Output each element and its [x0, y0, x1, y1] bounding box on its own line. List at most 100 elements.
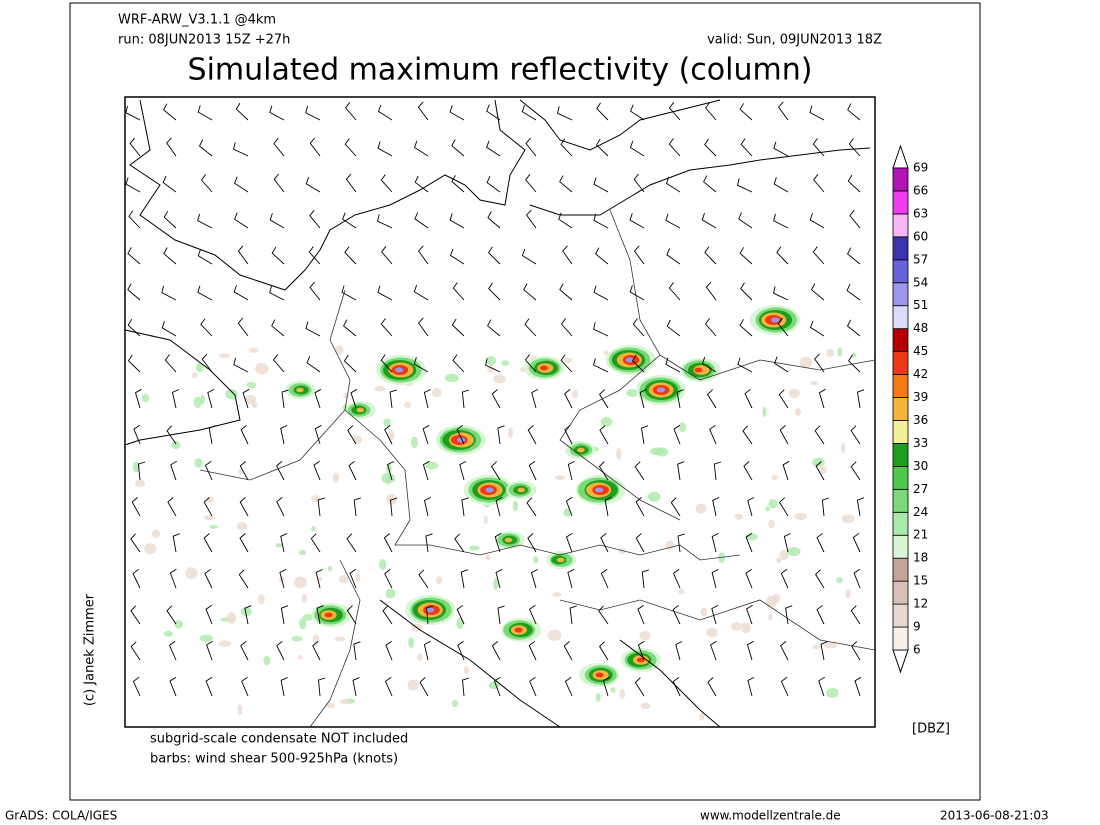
barb: [305, 321, 321, 337]
barb: [269, 285, 285, 301]
echo-core: [296, 387, 304, 393]
barb: [524, 318, 537, 337]
echo: [730, 622, 742, 631]
barb: [414, 175, 429, 193]
barb: [707, 389, 717, 409]
coastline: [619, 639, 721, 728]
barb: [852, 532, 861, 553]
colorbar-box: [892, 511, 909, 536]
barb: [524, 354, 537, 373]
barb: [487, 211, 501, 229]
barb: [162, 175, 177, 193]
barb: [417, 101, 429, 121]
barb: [377, 285, 393, 301]
map: [124, 96, 876, 728]
barb: [495, 496, 503, 517]
barb: [204, 568, 213, 589]
barb: [818, 676, 825, 697]
footer-right: 2013-06-08-21:03: [940, 809, 1049, 823]
barb: [595, 247, 609, 265]
barb: [451, 318, 465, 337]
echo: [604, 350, 609, 356]
echo: [699, 712, 705, 721]
barb: [493, 676, 501, 697]
barb: [164, 354, 177, 373]
barb: [745, 532, 753, 553]
echo: [718, 552, 726, 563]
barb: [203, 533, 213, 553]
echo: [203, 515, 216, 521]
echo: [640, 702, 651, 710]
barb: [809, 320, 825, 337]
echo: [143, 543, 157, 555]
echo: [626, 389, 638, 398]
barb: [315, 569, 323, 589]
barb: [744, 388, 753, 409]
barb: [526, 497, 537, 517]
barb: [344, 138, 357, 157]
barb: [780, 641, 789, 661]
barb: [269, 213, 285, 229]
coastline: [129, 99, 526, 291]
barb: [491, 389, 501, 409]
title: Simulated maximum reflectivity (column): [188, 53, 813, 88]
barb: [353, 497, 362, 517]
barb: [169, 676, 177, 697]
barb: [425, 533, 433, 553]
barb: [705, 281, 717, 301]
barb: [780, 676, 789, 697]
echo: [552, 592, 562, 597]
colorbar-label: 36: [913, 413, 928, 427]
echo-core: [425, 607, 434, 613]
barb: [125, 105, 141, 121]
echo: [456, 617, 464, 630]
echo-core: [395, 367, 404, 373]
barb: [314, 388, 322, 409]
barb: [233, 285, 249, 301]
barb: [747, 676, 755, 697]
barb: [563, 641, 573, 661]
barb: [745, 568, 753, 589]
barb: [280, 425, 288, 445]
colorbar-bottom-triangle: [892, 649, 909, 674]
barb: [812, 246, 825, 265]
colorbar-label: 69: [913, 161, 928, 175]
echo: [845, 589, 851, 599]
echo: [416, 653, 423, 661]
echo: [619, 688, 626, 699]
barb: [736, 178, 753, 193]
colorbar-box: [892, 626, 909, 651]
barb: [602, 676, 610, 697]
barb: [778, 101, 789, 121]
barb: [672, 604, 681, 625]
echo: [836, 577, 843, 584]
barb: [272, 354, 285, 373]
barb: [560, 318, 573, 337]
barb: [456, 604, 465, 625]
echo: [248, 347, 259, 353]
colorbar-label: 9: [913, 620, 921, 634]
echo: [374, 386, 386, 392]
barb: [707, 677, 717, 697]
barb: [418, 245, 429, 265]
barb: [167, 497, 177, 517]
colorbar-label: 48: [913, 321, 928, 335]
barb: [313, 460, 321, 481]
echo: [818, 466, 827, 475]
barb: [129, 137, 141, 157]
echo-core: [656, 387, 666, 393]
barb: [461, 497, 469, 517]
coastline: [124, 329, 241, 446]
barb: [451, 175, 465, 193]
barb: [530, 569, 538, 589]
barb: [345, 102, 357, 121]
coastlines: [124, 99, 871, 728]
barb: [701, 213, 717, 229]
colorbar-box: [892, 213, 909, 238]
echo: [483, 515, 488, 525]
echo-core: [636, 657, 645, 663]
colorbar-box: [892, 167, 909, 192]
barb: [640, 425, 649, 445]
colorbar-unit: [DBZ]: [912, 722, 950, 737]
barb: [670, 497, 681, 517]
